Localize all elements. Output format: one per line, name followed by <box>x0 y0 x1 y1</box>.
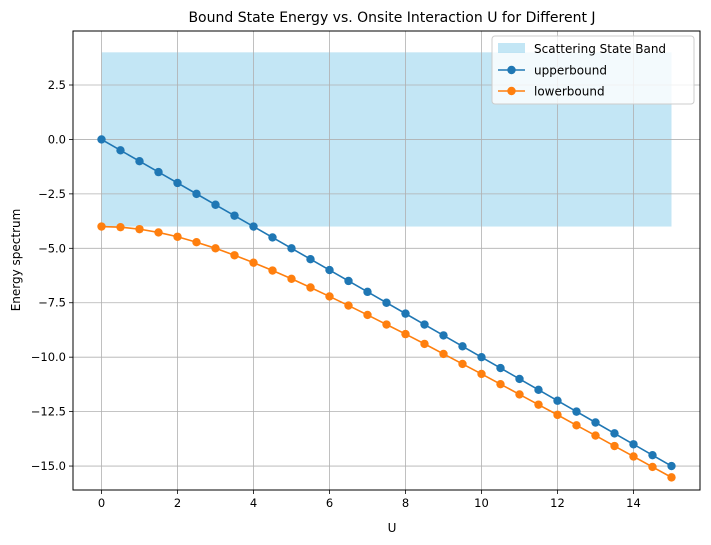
data-point-lowerbound-28 <box>629 452 638 461</box>
chart-title: Bound State Energy vs. Onsite Interactio… <box>188 10 595 26</box>
data-point-upperbound-17 <box>420 320 429 329</box>
data-point-upperbound-21 <box>496 363 505 373</box>
data-point-lowerbound-29 <box>648 462 657 472</box>
x-tick-label-0: 0 <box>98 496 105 510</box>
data-point-upperbound-30 <box>667 461 676 471</box>
data-point-lowerbound-25 <box>572 421 581 430</box>
x-tick-label-7: 14 <box>626 496 641 510</box>
data-point-upperbound-6 <box>211 200 220 209</box>
data-point-lowerbound-1 <box>116 222 125 232</box>
data-point-lowerbound-6 <box>211 244 220 253</box>
y-tick-label-0: 2.5 <box>48 78 66 92</box>
legend-box <box>491 35 695 105</box>
data-point-lowerbound-30 <box>667 473 676 482</box>
data-point-lowerbound-10 <box>287 274 296 283</box>
data-point-upperbound-12 <box>325 265 334 275</box>
legend: Scattering State Band upperbound lowerboun… <box>491 35 695 105</box>
data-point-lowerbound-4 <box>173 232 182 241</box>
data-point-upperbound-13 <box>344 276 353 286</box>
legend-label-lowerbound: lowerbound <box>534 85 605 99</box>
data-point-lowerbound-23 <box>534 400 543 409</box>
x-tick-label-6: 12 <box>550 496 565 510</box>
data-point-lowerbound-7 <box>230 251 239 260</box>
data-point-upperbound-14 <box>363 287 372 297</box>
data-point-lowerbound-16 <box>401 329 410 339</box>
x-tick-label-3: 6 <box>326 496 333 510</box>
axes-frame <box>72 30 701 491</box>
legend-label-band: Scattering State Band <box>534 42 666 56</box>
data-point-upperbound-27 <box>610 429 619 438</box>
data-point-lowerbound-19 <box>458 359 467 369</box>
data-point-upperbound-10 <box>287 244 296 253</box>
data-point-upperbound-4 <box>173 178 182 188</box>
data-point-upperbound-8 <box>249 222 258 231</box>
y-tick-label-7: −15.0 <box>31 459 66 473</box>
data-point-upperbound-20 <box>477 352 486 362</box>
y-tick-label-5: −10.0 <box>31 350 66 364</box>
data-point-upperbound-28 <box>629 440 638 449</box>
data-point-upperbound-19 <box>458 342 467 351</box>
legend-swatch-band <box>498 43 525 53</box>
data-point-lowerbound-2 <box>135 224 144 234</box>
data-point-lowerbound-13 <box>344 301 353 310</box>
data-point-upperbound-22 <box>515 374 524 384</box>
data-point-lowerbound-12 <box>325 292 334 301</box>
data-point-lowerbound-14 <box>363 310 372 320</box>
data-point-upperbound-9 <box>268 233 277 242</box>
data-point-upperbound-5 <box>192 189 201 199</box>
data-point-upperbound-24 <box>553 396 562 405</box>
data-point-upperbound-15 <box>382 298 391 307</box>
data-point-lowerbound-18 <box>439 349 448 359</box>
x-tick-label-5: 10 <box>474 496 489 510</box>
x-tick-label-1: 2 <box>174 496 181 510</box>
data-point-upperbound-11 <box>306 254 315 264</box>
x-axis-label: U <box>388 521 397 535</box>
data-point-upperbound-3 <box>154 167 163 177</box>
data-point-lowerbound-9 <box>268 266 277 275</box>
y-axis-label: Energy spectrum <box>9 209 23 312</box>
data-point-lowerbound-0 <box>97 222 106 231</box>
data-point-lowerbound-22 <box>515 390 524 399</box>
data-point-lowerbound-3 <box>154 228 163 237</box>
y-tick-label-2: −2.5 <box>38 187 66 201</box>
series-line-lowerbound <box>101 225 672 479</box>
data-point-lowerbound-5 <box>192 238 201 247</box>
data-point-upperbound-2 <box>135 157 144 166</box>
data-point-upperbound-16 <box>401 309 410 318</box>
y-tick-label-6: −12.5 <box>31 405 66 419</box>
y-tick-label-1: 0.0 <box>48 132 66 146</box>
data-point-upperbound-26 <box>591 418 600 427</box>
data-point-lowerbound-21 <box>496 379 505 389</box>
data-point-upperbound-25 <box>572 407 581 416</box>
y-tick-label-4: −7.5 <box>38 296 66 310</box>
data-point-lowerbound-17 <box>420 339 429 349</box>
data-point-lowerbound-27 <box>610 441 619 451</box>
y-tick-label-3: −5.0 <box>38 241 66 255</box>
x-tick-label-4: 8 <box>402 496 409 510</box>
data-point-lowerbound-15 <box>382 320 391 329</box>
data-point-lowerbound-20 <box>477 369 486 379</box>
data-point-upperbound-18 <box>439 331 448 340</box>
data-point-lowerbound-11 <box>306 283 315 292</box>
data-point-upperbound-23 <box>534 385 543 395</box>
data-point-lowerbound-24 <box>553 410 562 420</box>
legend-marker-upperbound <box>507 65 516 75</box>
data-point-lowerbound-26 <box>591 431 600 440</box>
legend-label-upperbound: upperbound <box>534 64 607 78</box>
data-point-lowerbound-8 <box>249 258 258 267</box>
data-point-upperbound-7 <box>230 211 239 220</box>
data-point-upperbound-1 <box>116 146 125 155</box>
legend-marker-lowerbound <box>507 86 516 96</box>
x-tick-label-2: 4 <box>250 496 257 510</box>
data-point-upperbound-29 <box>648 450 657 460</box>
data-point-upperbound-0 <box>97 135 106 144</box>
